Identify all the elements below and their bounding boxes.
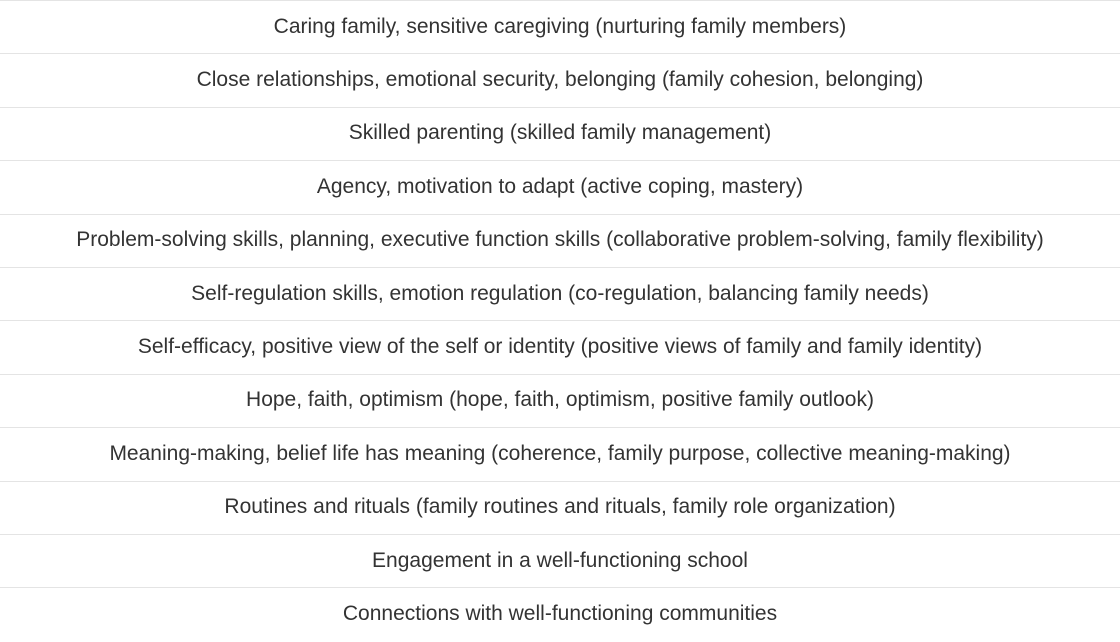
table-row: Agency, motivation to adapt (active copi… <box>0 161 1120 215</box>
table-cell: Hope, faith, optimism (hope, faith, opti… <box>246 388 874 412</box>
table-cell: Routines and rituals (family routines an… <box>224 495 896 519</box>
table-row: Hope, faith, optimism (hope, faith, opti… <box>0 375 1120 429</box>
table-cell: Meaning-making, belief life has meaning … <box>109 441 1011 465</box>
table-row: Problem-solving skills, planning, execut… <box>0 215 1120 268</box>
table-row: Skilled parenting (skilled family manage… <box>0 108 1120 162</box>
table-row: Routines and rituals (family routines an… <box>0 482 1120 535</box>
table-cell: Agency, motivation to adapt (active copi… <box>316 174 804 198</box>
table-row: Self-regulation skills, emotion regulati… <box>0 268 1120 322</box>
table-cell: Problem-solving skills, planning, execut… <box>76 228 1044 252</box>
table-row: Engagement in a well-functioning school <box>0 535 1120 589</box>
table-row: Connections with well-functioning commun… <box>0 588 1120 641</box>
table-cell: Skilled parenting (skilled family manage… <box>348 121 772 145</box>
table-cell: Caring family, sensitive caregiving (nur… <box>273 14 847 38</box>
table-cell: Self-efficacy, positive view of the self… <box>137 334 983 358</box>
table-row: Self-efficacy, positive view of the self… <box>0 321 1120 375</box>
table-row: Close relationships, emotional security,… <box>0 54 1120 108</box>
table-cell: Engagement in a well-functioning school <box>372 548 748 572</box>
table-row: Caring family, sensitive caregiving (nur… <box>0 1 1120 55</box>
table-cell: Self-regulation skills, emotion regulati… <box>191 281 929 305</box>
table-row: Meaning-making, belief life has meaning … <box>0 428 1120 482</box>
table-cell: Close relationships, emotional security,… <box>196 67 924 91</box>
table-cell: Connections with well-functioning commun… <box>342 602 778 626</box>
